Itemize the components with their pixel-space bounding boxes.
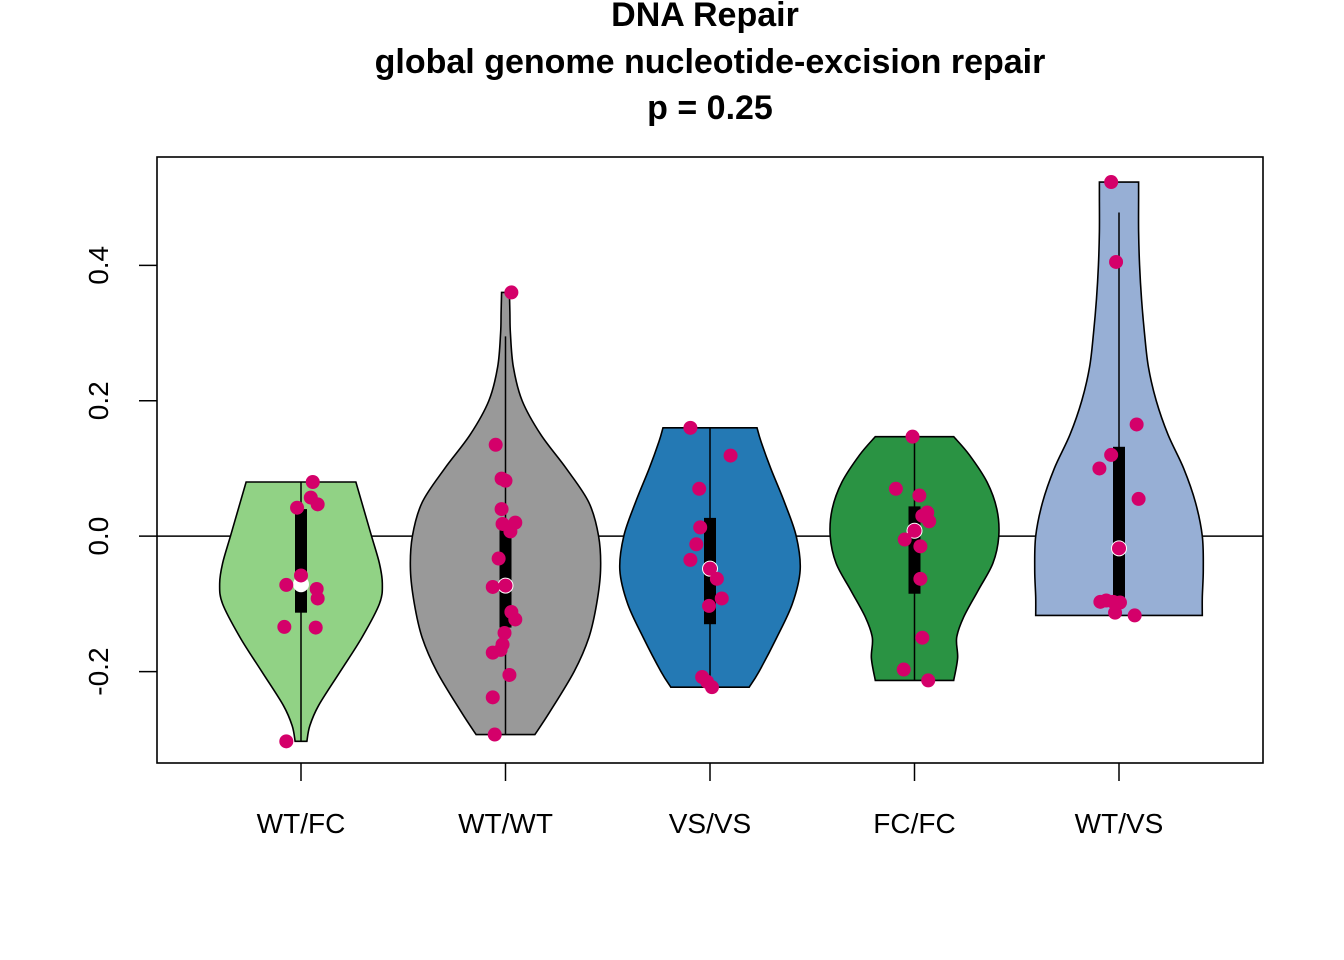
data-point (279, 577, 294, 592)
violin-group-wt-wt (409, 285, 602, 742)
data-point (485, 645, 500, 660)
data-point (488, 437, 503, 452)
data-point (491, 551, 506, 566)
title-line-2: global genome nucleotide-excision repair (375, 43, 1046, 81)
data-point (915, 630, 930, 645)
y-tick-label: -0.2 (83, 647, 114, 695)
data-point (709, 571, 724, 586)
data-point (689, 537, 704, 552)
data-point (683, 420, 698, 435)
data-point (305, 475, 320, 490)
data-point (310, 591, 325, 606)
data-point (498, 473, 513, 488)
data-point (503, 524, 518, 539)
y-tick-label: 0.4 (83, 246, 114, 285)
data-point (497, 625, 512, 640)
data-point (702, 598, 717, 613)
data-point (487, 727, 502, 742)
x-tick-label: WT/VS (1075, 808, 1164, 839)
title-line-1: DNA Repair (611, 0, 799, 34)
data-point (896, 662, 911, 677)
data-point (310, 497, 325, 512)
data-point (693, 520, 708, 535)
violin-group-wt-vs (1033, 175, 1205, 623)
data-point (692, 481, 707, 496)
data-point (907, 523, 922, 538)
violin-group-fc-fc (829, 429, 1000, 688)
data-point (1092, 461, 1107, 476)
axes: WT/FC WT/WT VS/VS FC/FC WT/VS -0.2 0.0 0.2 0.4 (83, 246, 1163, 839)
data-point (921, 673, 936, 688)
data-point (508, 612, 523, 627)
data-point (1127, 608, 1142, 623)
data-point (913, 571, 928, 586)
plot-area (157, 175, 1263, 749)
data-point (294, 568, 308, 583)
chart-title: DNA Repair global genome nucleotide-exci… (375, 0, 1046, 127)
data-point (723, 448, 738, 463)
data-point (913, 539, 928, 554)
data-point (290, 500, 305, 515)
data-point (922, 514, 937, 529)
data-point (714, 591, 729, 606)
data-point (485, 579, 500, 594)
data-point (703, 561, 717, 576)
x-tick-label: WT/WT (458, 808, 553, 839)
data-point (308, 620, 323, 635)
data-point (888, 481, 903, 496)
data-point (1109, 254, 1124, 269)
data-point (912, 488, 927, 503)
data-point (498, 578, 513, 593)
data-point (897, 532, 912, 547)
data-point (504, 285, 519, 300)
data-point (1104, 175, 1119, 190)
violin-group-vs-vs (618, 420, 802, 695)
violin-group-wt-fc (218, 475, 384, 749)
data-point (1104, 447, 1119, 462)
iqr-box (295, 509, 307, 613)
x-tick-label: VS/VS (669, 808, 751, 839)
data-point (1112, 541, 1126, 556)
data-point (1129, 417, 1144, 432)
data-point (277, 619, 292, 634)
x-tick-label: WT/FC (257, 808, 346, 839)
data-point (1131, 491, 1146, 506)
title-line-3: p = 0.25 (647, 89, 773, 127)
data-point (502, 667, 517, 682)
data-point (683, 552, 698, 567)
iqr-box (1113, 446, 1125, 602)
x-tick-label: FC/FC (873, 808, 955, 839)
data-point (485, 690, 500, 705)
data-point (494, 502, 509, 517)
data-point (905, 429, 920, 444)
data-point (279, 734, 294, 749)
data-point (1108, 605, 1123, 620)
y-tick-label: 0.2 (83, 381, 114, 420)
data-point (704, 680, 719, 695)
y-tick-label: 0.0 (83, 517, 114, 556)
